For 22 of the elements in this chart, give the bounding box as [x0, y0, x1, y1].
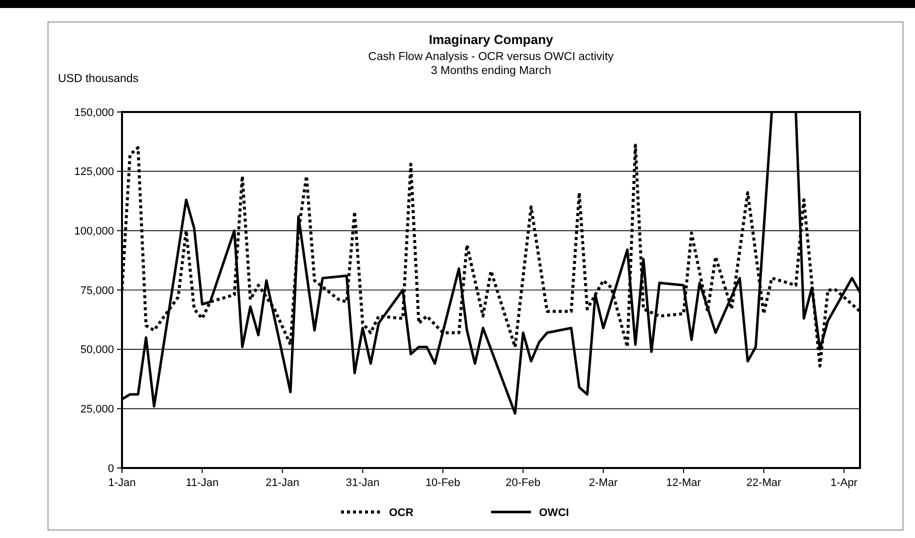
chart-title: Imaginary Company	[428, 32, 554, 47]
legend-label: OCR	[389, 506, 414, 519]
x-tick-label: 1-Apr	[830, 477, 858, 489]
x-tick-label: 20-Feb	[506, 477, 541, 489]
y-tick-label: 150,000	[74, 106, 114, 119]
x-tick-label: 2-Mar	[588, 477, 618, 489]
y-tick-label: 75,000	[80, 284, 114, 297]
y-tick-label: 0	[108, 462, 114, 475]
x-tick-label: 22-Mar	[746, 477, 782, 489]
x-tick-label: 21-Jan	[266, 477, 300, 489]
y-tick-label: 100,000	[74, 226, 114, 238]
x-tick-label: 31-Jan	[346, 477, 380, 489]
y-tick-label: 25,000	[80, 404, 114, 416]
x-tick-label: 12-Mar	[666, 477, 702, 489]
x-tick-label: 1-Jan	[108, 477, 136, 489]
legend-label: OWCI	[539, 506, 569, 519]
chart-subtitle: Cash Flow Analysis - OCR versus OWCI activity 3 Months ending March	[368, 51, 614, 77]
y-tick-label: 125,000	[74, 166, 114, 178]
x-tick-label: 10-Feb	[425, 477, 460, 489]
y-axis-title: USD thousands	[58, 73, 139, 85]
y-tick-label: 50,000	[80, 344, 114, 356]
x-tick-label: 11-Jan	[186, 477, 219, 489]
